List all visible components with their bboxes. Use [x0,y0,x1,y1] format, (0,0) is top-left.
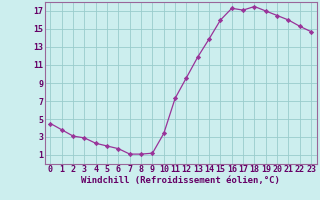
X-axis label: Windchill (Refroidissement éolien,°C): Windchill (Refroidissement éolien,°C) [81,176,280,185]
